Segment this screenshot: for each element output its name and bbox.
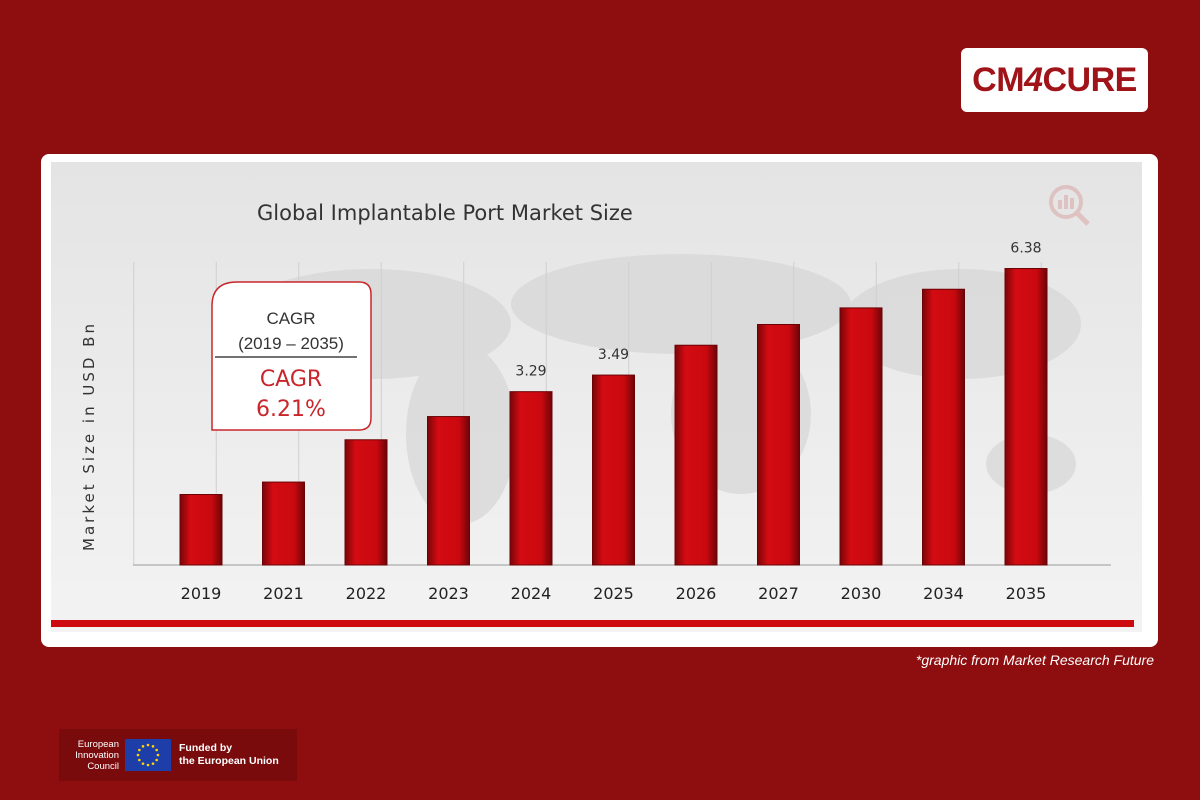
- bar: [344, 439, 388, 566]
- cagr-callout-box: [211, 281, 372, 431]
- x-tick-label: 2019: [181, 584, 222, 603]
- y-axis-label: Market Size in USD Bn: [80, 321, 98, 551]
- x-tick-label: 2023: [428, 584, 469, 603]
- x-tick-label: 2034: [923, 584, 964, 603]
- logo-text-cure: CURE: [1042, 60, 1137, 99]
- eu-star: [136, 753, 140, 757]
- cagr-callout: CAGR (2019 – 2035) CAGR 6.21%: [211, 281, 372, 431]
- eic-line-1: European: [77, 738, 119, 750]
- eu-star: [151, 762, 155, 765]
- cagr-heading: CAGR: [266, 309, 315, 328]
- bars: [179, 268, 1048, 566]
- bar: [839, 307, 883, 566]
- eu-star: [146, 763, 150, 767]
- x-tick-label: 2035: [1006, 584, 1047, 603]
- bar: [757, 323, 800, 566]
- data-label: 3.49: [598, 347, 629, 363]
- market-size-chart: Global Implantable Port Market Size Mark…: [51, 162, 1142, 632]
- bar: [592, 374, 635, 566]
- eu-star: [141, 762, 145, 765]
- source-note: *graphic from Market Research Future: [915, 652, 1154, 668]
- eu-star: [146, 743, 150, 747]
- funded-line-1: Funded by: [179, 742, 233, 754]
- cm4cure-logo: CM 4 CURE: [961, 48, 1148, 112]
- x-tick-label: 2021: [263, 584, 304, 603]
- eu-star: [156, 753, 160, 757]
- eu-star: [141, 745, 145, 748]
- cagr-label: CAGR: [260, 367, 322, 392]
- x-tick-label: 2024: [511, 584, 552, 603]
- logo-text-cm: CM: [972, 60, 1025, 99]
- eu-funding-badge: European Innovation Council Funded by th…: [59, 729, 297, 781]
- eu-star: [151, 745, 155, 748]
- bar: [922, 288, 965, 566]
- data-label: 6.38: [1010, 241, 1041, 257]
- chart-bottom-bar: [51, 620, 1134, 627]
- eu-star: [155, 758, 158, 762]
- eu-star: [155, 748, 158, 752]
- cagr-period: (2019 – 2035): [238, 334, 344, 353]
- bar: [179, 494, 223, 566]
- watermark-icon: [1049, 185, 1090, 226]
- x-tick-label: 2030: [841, 584, 882, 603]
- bar: [427, 416, 470, 566]
- data-labels: 3.29 3.49 6.38: [515, 241, 1041, 380]
- x-tick-label: 2026: [676, 584, 717, 603]
- eu-star: [138, 758, 141, 762]
- eu-star: [138, 748, 141, 752]
- eic-label: European Innovation Council: [59, 739, 125, 772]
- bar: [509, 391, 553, 566]
- x-tick-label: 2025: [593, 584, 634, 603]
- logo-text-four: 4: [1024, 60, 1043, 99]
- eu-flag-icon: [125, 739, 171, 771]
- eic-line-3: Council: [87, 760, 119, 772]
- data-label: 3.29: [515, 364, 546, 380]
- bar: [262, 481, 305, 566]
- x-tick-label: 2022: [346, 584, 387, 603]
- bar: [674, 344, 718, 566]
- funded-by-eu-text: Funded by the European Union: [171, 742, 279, 768]
- x-tick-label: 2027: [758, 584, 799, 603]
- chart-title: Global Implantable Port Market Size: [257, 201, 633, 225]
- bar: [1004, 268, 1048, 566]
- chart-card: Global Implantable Port Market Size Mark…: [41, 154, 1158, 647]
- cagr-value: 6.21%: [256, 397, 326, 422]
- funded-line-2: the European Union: [179, 755, 279, 767]
- x-tick-labels: 2019 2021 2022 2023 2024 2025 2026 2027 2030 2034…: [181, 584, 1047, 603]
- eic-line-2: Innovation: [75, 749, 119, 761]
